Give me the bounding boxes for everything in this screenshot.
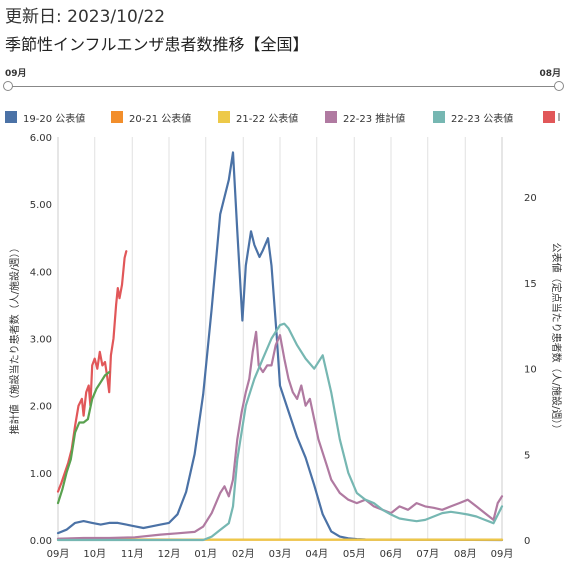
slider-end-label: 08月: [539, 69, 561, 79]
x-tick-label: 09月: [491, 548, 514, 560]
slider-end-handle[interactable]: [554, 81, 564, 91]
x-tick-label: 12月: [158, 548, 181, 560]
legend-swatch: [218, 111, 230, 123]
legend-item-1920[interactable]: 19-20 公表値: [5, 110, 86, 125]
legend-item-2122[interactable]: 21-22 公表値: [218, 110, 299, 125]
legend-swatch: [433, 111, 445, 123]
slider-track[interactable]: [8, 86, 559, 87]
series-line-6: [56, 371, 111, 505]
legend: 19-20 公表値 20-21 公表値 21-22 公表値 22-23 推計値 …: [0, 107, 567, 127]
series-line-0: [56, 151, 504, 542]
legend-label: 21-22 公表値: [236, 113, 299, 125]
y-left-axis-title: 推計値（施設当たり患者数（人/施設/週））: [8, 243, 21, 435]
y-right-tick-label: 5: [524, 450, 530, 461]
legend-swatch: [5, 111, 17, 123]
legend-swatch: [325, 111, 337, 123]
slider-start-label: 09月: [5, 69, 27, 79]
legend-swatch: [111, 111, 123, 123]
x-tick-label: 09月: [47, 548, 70, 560]
updated-label: 更新日:: [5, 7, 62, 27]
page-title: 季節性インフルエンザ患者数推移【全国】: [5, 35, 309, 54]
y-left-tick-label: 4.00: [30, 267, 52, 278]
x-tick-label: 11月: [121, 548, 144, 560]
date-range-slider[interactable]: 09月 08月: [0, 66, 567, 100]
x-tick-label: 07月: [416, 548, 439, 560]
x-tick-label: 10月: [83, 548, 106, 560]
x-tick-label: 06月: [380, 548, 403, 560]
series-line-3: [56, 330, 504, 540]
legend-scroll-icon[interactable]: [543, 110, 567, 124]
legend-item-2223-estimate[interactable]: 22-23 推計値: [325, 110, 406, 125]
legend-label: 19-20 公表値: [23, 113, 86, 125]
legend-item-2223-published[interactable]: 22-23 公表値: [433, 110, 514, 125]
legend-overflow-swatch: [543, 111, 555, 123]
legend-label: 22-23 公表値: [451, 113, 514, 125]
legend-label: 22-23 推計値: [343, 113, 406, 125]
series-line-4: [56, 322, 504, 542]
y-left-tick-label: 0.00: [30, 536, 52, 547]
legend-scroll-icon-svg: [543, 111, 560, 123]
slider-start-handle[interactable]: [3, 81, 13, 91]
y-left-tick-label: 6.00: [30, 133, 52, 144]
updated-date: 2023/10/22: [67, 7, 166, 27]
y-right-axis-title: 公表値（定点当たり患者数（人/施設/週））: [550, 243, 563, 435]
y-right-tick-label: 10: [524, 365, 537, 376]
y-left-tick-label: 1.00: [30, 469, 52, 480]
y-right-tick-label: 15: [524, 279, 537, 290]
x-tick-label: 02月: [232, 548, 255, 560]
legend-label: 20-21 公表値: [129, 113, 192, 125]
y-right-tick-label: 0: [524, 536, 530, 547]
y-right-tick-label: 20: [524, 193, 537, 204]
legend-item-2021[interactable]: 20-21 公表値: [111, 110, 192, 125]
y-left-tick-label: 5.00: [30, 200, 52, 211]
x-tick-label: 05月: [343, 548, 366, 560]
y-left-tick-label: 2.00: [30, 402, 52, 413]
y-left-tick-label: 3.00: [30, 335, 52, 346]
series-line-5: [56, 250, 128, 493]
x-tick-label: 04月: [305, 548, 328, 560]
updated-date-line: 更新日: 2023/10/22: [5, 2, 165, 27]
x-tick-label: 03月: [269, 548, 292, 560]
x-tick-label: 01月: [194, 548, 217, 560]
x-tick-label: 08月: [454, 548, 477, 560]
